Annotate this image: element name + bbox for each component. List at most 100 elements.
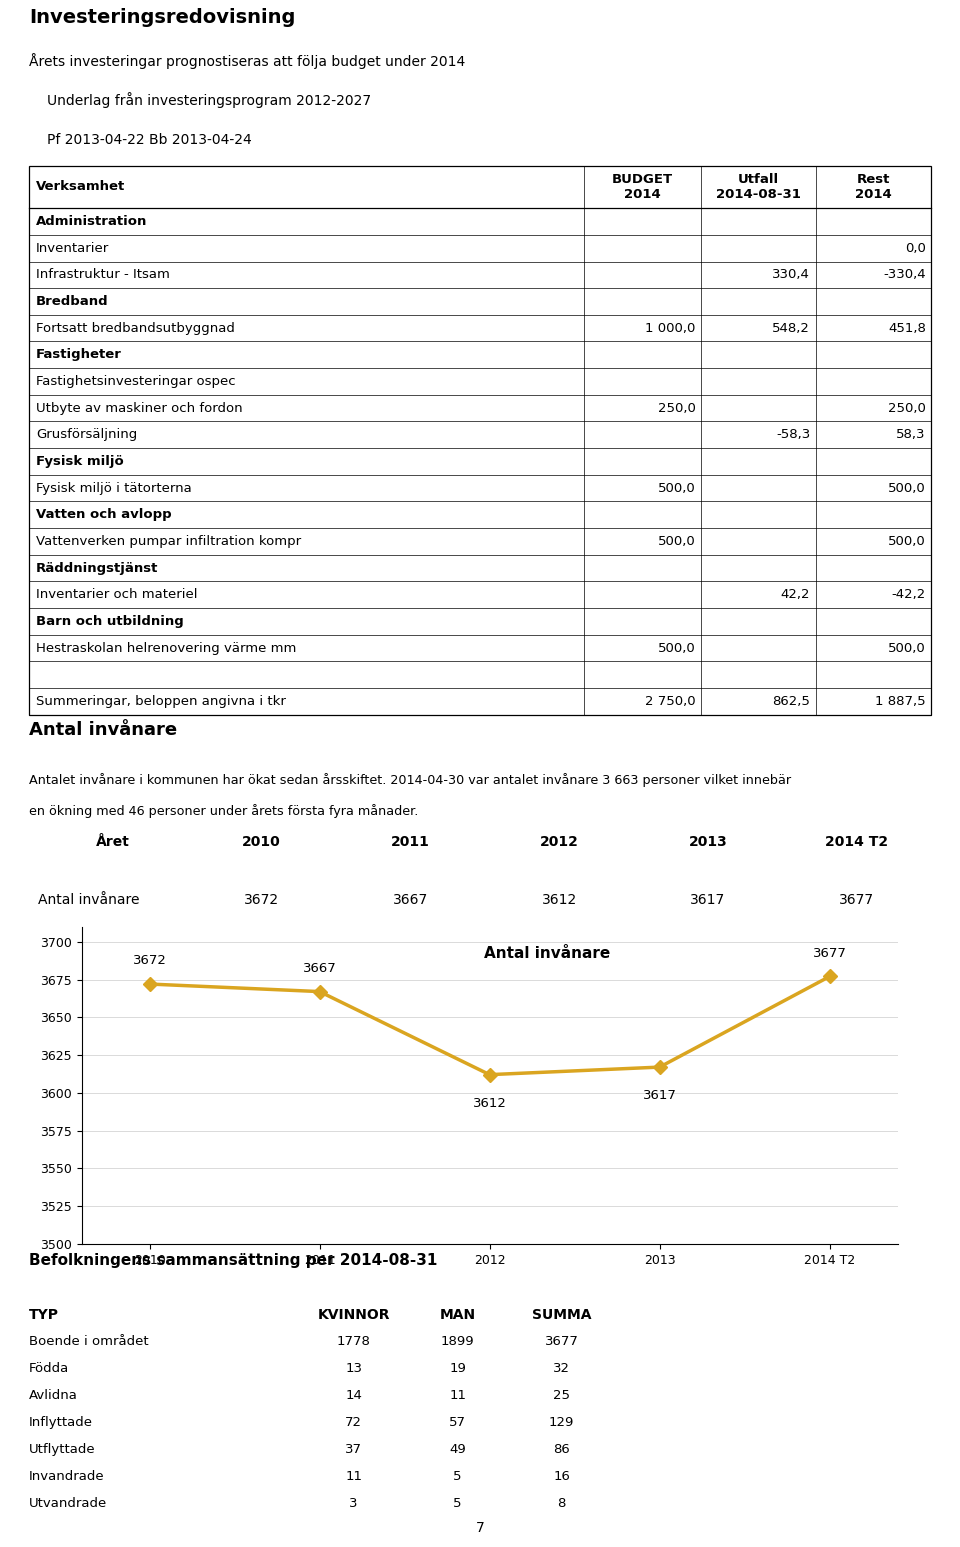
Text: MAN: MAN [440, 1309, 476, 1323]
Text: 500,0: 500,0 [658, 642, 696, 654]
Text: Fysisk miljö: Fysisk miljö [36, 455, 124, 467]
Text: 5: 5 [453, 1497, 462, 1510]
Text: 2010: 2010 [242, 835, 281, 849]
Text: SUMMA: SUMMA [532, 1309, 591, 1323]
Text: 3672: 3672 [244, 893, 279, 907]
Text: Fortsatt bredbandsutbyggnad: Fortsatt bredbandsutbyggnad [36, 322, 235, 334]
Text: 3677: 3677 [839, 893, 875, 907]
Text: 5: 5 [453, 1470, 462, 1484]
Text: BUDGET
2014: BUDGET 2014 [612, 173, 673, 201]
Text: 3617: 3617 [690, 893, 726, 907]
Text: Födda: Födda [29, 1363, 69, 1375]
Text: Antal invånare: Antal invånare [38, 893, 140, 907]
Text: -42,2: -42,2 [892, 588, 925, 602]
Text: 2013: 2013 [688, 835, 728, 849]
Text: 500,0: 500,0 [658, 481, 696, 495]
Text: Vattenverken pumpar infiltration kompr: Vattenverken pumpar infiltration kompr [36, 535, 301, 548]
Text: 72: 72 [346, 1417, 362, 1429]
Text: Hestraskolan helrenovering värme mm: Hestraskolan helrenovering värme mm [36, 642, 297, 654]
Text: 2 750,0: 2 750,0 [645, 695, 696, 709]
Text: 451,8: 451,8 [888, 322, 925, 334]
Text: 500,0: 500,0 [658, 535, 696, 548]
Text: 13: 13 [346, 1363, 362, 1375]
Text: 16: 16 [553, 1470, 570, 1484]
Text: 58,3: 58,3 [897, 429, 925, 441]
Text: Utbyte av maskiner och fordon: Utbyte av maskiner och fordon [36, 402, 243, 415]
Text: 11: 11 [449, 1389, 467, 1402]
Text: Räddningstjänst: Räddningstjänst [36, 562, 158, 574]
Text: Inventarier: Inventarier [36, 241, 109, 255]
Text: 49: 49 [449, 1443, 466, 1456]
Text: Verksamhet: Verksamhet [36, 181, 125, 193]
Text: Utflyttade: Utflyttade [29, 1443, 95, 1456]
Text: 330,4: 330,4 [773, 268, 810, 282]
Text: KVINNOR: KVINNOR [318, 1309, 390, 1323]
Text: Inflyttade: Inflyttade [29, 1417, 93, 1429]
Text: 1 887,5: 1 887,5 [876, 695, 925, 709]
Text: 37: 37 [346, 1443, 362, 1456]
Text: 1 000,0: 1 000,0 [645, 322, 696, 334]
Text: 1778: 1778 [337, 1335, 371, 1347]
Text: 250,0: 250,0 [888, 402, 925, 415]
Text: -58,3: -58,3 [776, 429, 810, 441]
Text: 25: 25 [553, 1389, 570, 1402]
Text: 3612: 3612 [541, 893, 577, 907]
Text: Året: Året [96, 835, 130, 849]
Text: en ökning med 46 personer under årets första fyra månader.: en ökning med 46 personer under årets fö… [29, 804, 419, 818]
Text: 3667: 3667 [302, 962, 336, 975]
Text: Fastigheter: Fastigheter [36, 348, 122, 362]
Text: 86: 86 [553, 1443, 570, 1456]
Text: Invandrade: Invandrade [29, 1470, 105, 1484]
Text: Bredband: Bredband [36, 295, 108, 308]
Text: Pf 2013-04-22 Bb 2013-04-24: Pf 2013-04-22 Bb 2013-04-24 [47, 133, 252, 147]
Text: Infrastruktur - Itsam: Infrastruktur - Itsam [36, 268, 170, 282]
Text: 500,0: 500,0 [888, 481, 925, 495]
Text: 2014 T2: 2014 T2 [826, 835, 888, 849]
Text: 3677: 3677 [544, 1335, 579, 1347]
Text: Fysisk miljö i tätorterna: Fysisk miljö i tätorterna [36, 481, 192, 495]
Text: 3: 3 [349, 1497, 358, 1510]
Text: 3612: 3612 [472, 1097, 507, 1109]
Text: 57: 57 [449, 1417, 467, 1429]
Text: Vatten och avlopp: Vatten och avlopp [36, 509, 172, 521]
Text: Investeringsredovisning: Investeringsredovisning [29, 8, 295, 26]
Text: Avlidna: Avlidna [29, 1389, 78, 1402]
Text: Barn och utbildning: Barn och utbildning [36, 614, 183, 628]
Text: Administration: Administration [36, 215, 148, 227]
Text: Antalet invånare i kommunen har ökat sedan årsskiftet. 2014-04-30 var antalet in: Antalet invånare i kommunen har ökat sed… [29, 774, 791, 787]
Text: Fastighetsinvesteringar ospec: Fastighetsinvesteringar ospec [36, 374, 235, 388]
Text: 2011: 2011 [391, 835, 430, 849]
Text: 862,5: 862,5 [773, 695, 810, 709]
Text: 500,0: 500,0 [888, 535, 925, 548]
Text: 1899: 1899 [441, 1335, 474, 1347]
Text: Summeringar, beloppen angivna i tkr: Summeringar, beloppen angivna i tkr [36, 695, 286, 709]
Text: 3672: 3672 [132, 954, 166, 967]
Text: Årets investeringar prognostiseras att följa budget under 2014: Årets investeringar prognostiseras att f… [29, 53, 465, 68]
Text: 2012: 2012 [540, 835, 579, 849]
Text: 3667: 3667 [393, 893, 428, 907]
Text: 42,2: 42,2 [780, 588, 810, 602]
Text: Boende i området: Boende i området [29, 1335, 149, 1347]
Text: 14: 14 [346, 1389, 362, 1402]
Text: -330,4: -330,4 [883, 268, 925, 282]
Text: 3677: 3677 [813, 947, 847, 959]
Text: Utfall
2014-08-31: Utfall 2014-08-31 [716, 173, 801, 201]
Text: 250,0: 250,0 [658, 402, 696, 415]
Text: Rest
2014: Rest 2014 [855, 173, 892, 201]
Text: 8: 8 [558, 1497, 565, 1510]
Text: Underlag från investeringsprogram 2012-2027: Underlag från investeringsprogram 2012-2… [47, 91, 371, 108]
Text: Befolkningens sammansättning per 2014-08-31: Befolkningens sammansättning per 2014-08… [29, 1253, 437, 1269]
Text: 548,2: 548,2 [773, 322, 810, 334]
Text: 7: 7 [475, 1521, 485, 1536]
Text: TYP: TYP [29, 1309, 59, 1323]
Text: Grusförsäljning: Grusförsäljning [36, 429, 137, 441]
Text: 11: 11 [346, 1470, 362, 1484]
Text: 500,0: 500,0 [888, 642, 925, 654]
Text: 3617: 3617 [642, 1089, 677, 1103]
Text: 129: 129 [549, 1417, 574, 1429]
Text: 0,0: 0,0 [905, 241, 925, 255]
Text: 19: 19 [449, 1363, 466, 1375]
Text: Antal invånare: Antal invånare [484, 945, 610, 961]
Text: Utvandrade: Utvandrade [29, 1497, 108, 1510]
Text: 32: 32 [553, 1363, 570, 1375]
